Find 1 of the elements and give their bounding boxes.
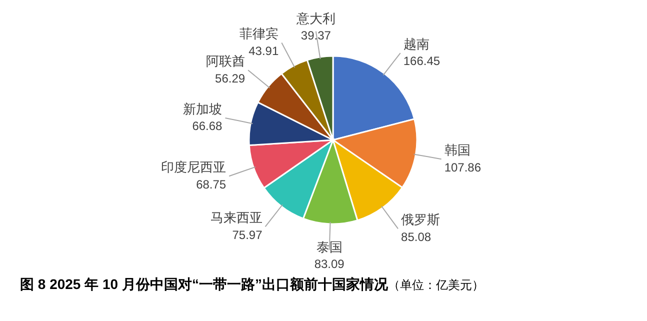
- text: （单位：亿美元）: [388, 278, 484, 292]
